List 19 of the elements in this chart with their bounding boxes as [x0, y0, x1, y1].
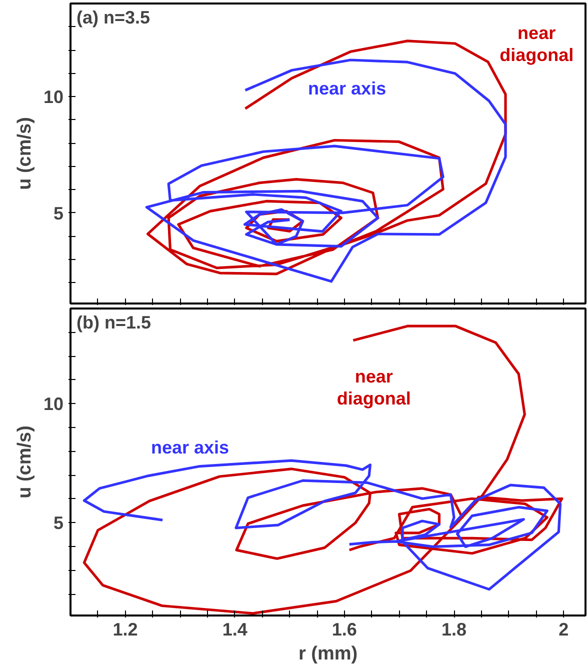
y-tick-label: 10	[43, 394, 64, 414]
annotation: near diagonal	[500, 23, 574, 65]
line-series	[82, 459, 562, 591]
annotation: near diagonal	[336, 366, 411, 408]
x-tick-label: 1.6	[332, 620, 357, 640]
annotation: near axis	[308, 78, 386, 98]
x-tick-label: 2	[558, 620, 569, 640]
annotation: near axis	[150, 438, 230, 458]
y-tick-label: 5	[53, 513, 64, 534]
chart-title: (b) n=1.5	[76, 312, 152, 332]
x-axis-title: r (mm)	[298, 644, 358, 664]
x-tick-label: 1.2	[112, 620, 138, 640]
y-axis-title: u (cm/s)	[14, 426, 36, 498]
y-axis-title: u (cm/s)	[14, 117, 36, 190]
y-tick-label: 5	[53, 203, 64, 224]
x-tick-label: 1.8	[442, 620, 467, 640]
y-tick-label: 10	[43, 87, 64, 108]
chart-title: (a) n=3.5	[76, 8, 150, 28]
x-tick-label: 1.4	[222, 620, 248, 640]
